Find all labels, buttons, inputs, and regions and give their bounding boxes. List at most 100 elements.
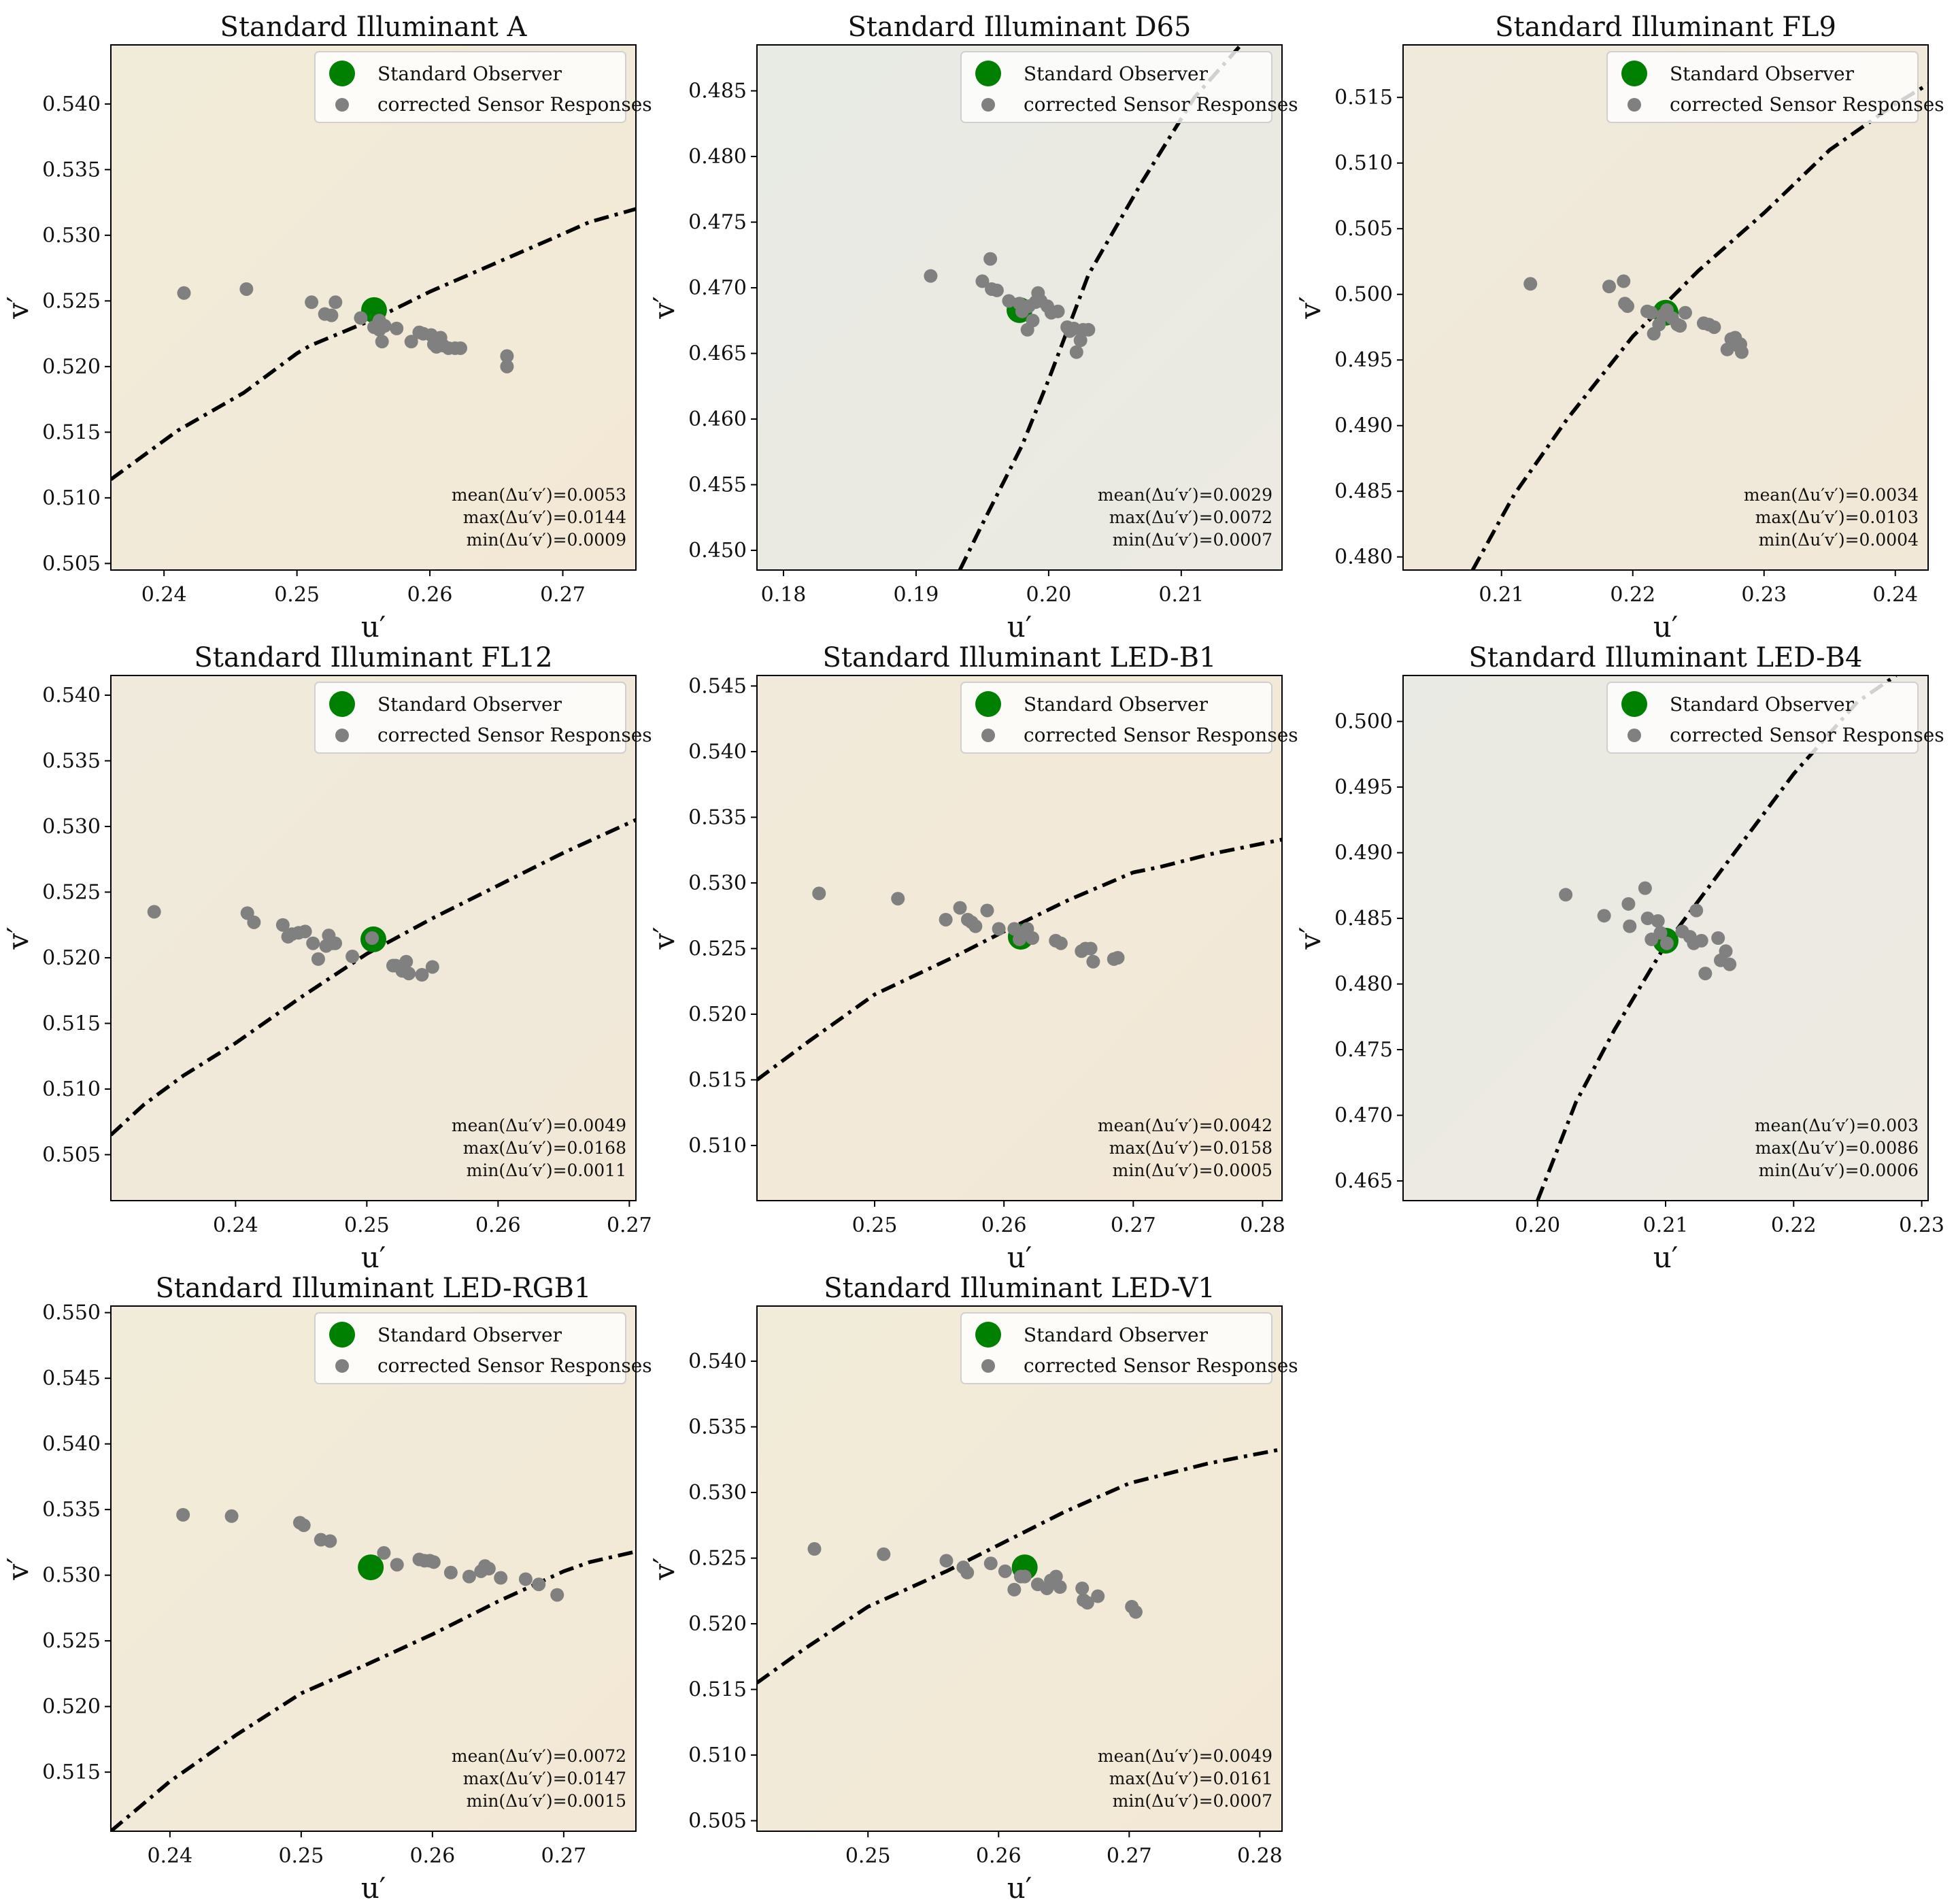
y-tick-label: 0.470 [688, 276, 747, 300]
x-axis-label: u′ [361, 1241, 386, 1274]
subplot-title: Standard Illuminant A [220, 12, 528, 43]
y-tick-label: 0.530 [688, 1481, 747, 1505]
x-tick-label: 0.25 [845, 1844, 891, 1868]
y-tick-label: 0.535 [42, 158, 101, 182]
x-tick-label: 0.27 [540, 583, 586, 607]
sensor-response-point [532, 1577, 546, 1592]
subplot-grid: 0.24 0.25 0.26 0.27 0.505 0.510 0.515 0.520 0.52… [1, 12, 1944, 1904]
legend-observer-marker [1621, 61, 1647, 86]
sensor-response-point [1689, 903, 1704, 918]
y-tick-label: 0.500 [1334, 710, 1393, 734]
y-tick-label: 0.505 [42, 1143, 101, 1167]
subplot-2: 0.18 0.19 0.20 0.21 0.450 0.455 0.460 0.465 0.47… [647, 12, 1298, 644]
x-tick-label: 0.27 [541, 1844, 586, 1868]
sensor-response-point [1111, 950, 1125, 965]
legend-observer-label: Standard Observer [1024, 693, 1209, 716]
sensor-response-point [1086, 954, 1100, 969]
stat-min: min(Δu′v′)=0.0009 [467, 530, 626, 550]
sensor-response-point [1128, 1605, 1143, 1619]
y-tick-label: 0.470 [1334, 1104, 1393, 1128]
stat-mean: mean(Δu′v′)=0.0029 [1098, 485, 1272, 505]
sensor-response-point [1026, 314, 1040, 328]
sensor-response-point [1053, 936, 1068, 950]
y-tick-label: 0.510 [42, 1078, 101, 1101]
sensor-response-point [953, 901, 967, 915]
axes-frame [1402, 44, 1929, 571]
stat-mean: mean(Δu′v′)=0.003 [1755, 1116, 1919, 1135]
stat-mean: mean(Δu′v′)=0.0049 [1098, 1746, 1272, 1766]
y-tick-label: 0.480 [1334, 546, 1393, 569]
y-tick-label: 0.520 [42, 355, 101, 379]
stat-min: min(Δu′v′)=0.0011 [467, 1160, 626, 1180]
sensor-response-point [1719, 944, 1733, 958]
stat-mean: mean(Δu′v′)=0.0042 [1098, 1116, 1272, 1135]
x-tick-label: 0.23 [1741, 583, 1787, 607]
sensor-response-point [1651, 914, 1665, 928]
sensor-response-point [924, 269, 938, 283]
y-tick-label: 0.515 [42, 420, 101, 444]
x-tick-label: 0.24 [213, 1214, 258, 1237]
sensor-response-point [550, 1588, 564, 1602]
y-tick-label: 0.485 [1334, 907, 1393, 931]
axes-frame [756, 44, 1283, 571]
legend-sensor-marker [1628, 98, 1641, 112]
x-tick-label: 0.27 [1111, 1214, 1156, 1237]
x-axis-label: u′ [1007, 1871, 1032, 1904]
stat-max: max(Δu′v′)=0.0144 [463, 507, 626, 527]
legend-observer-label: Standard Observer [377, 1324, 562, 1346]
y-tick-label: 0.515 [42, 1012, 101, 1035]
sensor-response-point [1597, 909, 1611, 923]
x-axis-label: u′ [361, 610, 386, 644]
y-axis-label: v′ [1, 926, 35, 950]
legend-box [960, 1312, 1272, 1384]
sensor-response-point [323, 1534, 337, 1548]
x-tick-label: 0.19 [894, 583, 939, 607]
subplot-title: Standard Illuminant LED-B1 [823, 642, 1217, 673]
legend-sensor-marker [335, 1359, 349, 1373]
sensor-response-point [1723, 957, 1737, 971]
sensor-response-point [992, 922, 1006, 936]
sensor-response-point [306, 936, 320, 950]
sensor-response-point [404, 335, 418, 349]
y-tick-label: 0.475 [688, 211, 747, 235]
sensor-response-point [426, 1555, 441, 1569]
sensor-response-point [1720, 342, 1734, 356]
sensor-response-point [1002, 294, 1016, 308]
sensor-response-point [975, 274, 990, 288]
stat-max: max(Δu′v′)=0.0168 [463, 1138, 626, 1158]
x-tick-label: 0.28 [1237, 1844, 1283, 1868]
legend-observer-marker [975, 61, 1001, 86]
sensor-response-point [983, 1556, 998, 1571]
sensor-response-point [1080, 1596, 1094, 1610]
sensor-response-point [1678, 305, 1692, 320]
y-tick-label: 0.510 [688, 1743, 747, 1767]
sensor-response-point [443, 1565, 458, 1580]
stat-min: min(Δu′v′)=0.0005 [1113, 1160, 1272, 1180]
sensor-response-point [960, 1565, 975, 1580]
sensor-response-point [939, 912, 953, 926]
legend-sensor-marker [981, 1359, 995, 1373]
sensor-response-point [807, 1542, 822, 1556]
legend-sensor-label: corrected Sensor Responses [1670, 93, 1944, 116]
y-axis-label: v′ [647, 296, 681, 319]
subplot-title: Standard Illuminant FL12 [194, 642, 552, 673]
sensor-response-point [1673, 319, 1687, 333]
legend-sensor-label: corrected Sensor Responses [377, 93, 652, 116]
sensor-response-point [983, 252, 998, 266]
y-tick-label: 0.475 [1334, 1038, 1393, 1062]
y-tick-label: 0.500 [1334, 283, 1393, 307]
stat-max: max(Δu′v′)=0.0158 [1109, 1138, 1272, 1158]
sensor-response-point [891, 892, 905, 906]
y-tick-label: 0.530 [42, 815, 101, 839]
sensor-response-point [494, 1571, 508, 1585]
y-tick-label: 0.480 [688, 145, 747, 169]
y-tick-label: 0.550 [42, 1301, 101, 1325]
sensor-response-point [1698, 967, 1713, 981]
y-tick-label: 0.510 [688, 1134, 747, 1158]
sensor-response-point [1069, 345, 1083, 359]
x-tick-label: 0.25 [344, 1214, 390, 1237]
sensor-response-point [239, 282, 254, 296]
sensor-response-point [1694, 933, 1708, 948]
axes-frame [756, 1305, 1283, 1832]
